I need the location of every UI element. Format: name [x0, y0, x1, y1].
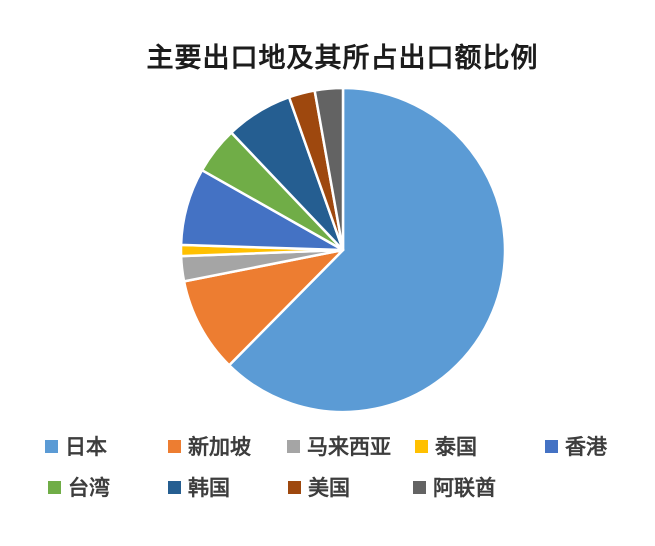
pie-slice-日本	[227, 86, 507, 414]
chart-title: 主要出口地及其所占出口额比例	[146, 43, 539, 73]
pie-slice-阿联酋	[313, 86, 345, 252]
pie-slice-新加坡	[182, 248, 345, 367]
